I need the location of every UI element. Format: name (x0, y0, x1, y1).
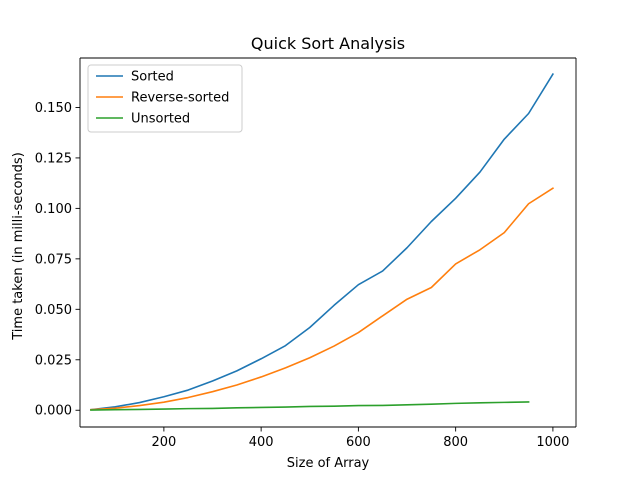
y-tick-label: 0.100 (35, 202, 72, 217)
x-tick-label: 800 (443, 435, 468, 450)
y-axis-title: Time taken (in milli-seconds) (11, 152, 26, 341)
y-tick-label: 0.125 (35, 151, 72, 166)
y-tick-label: 0.050 (35, 303, 72, 318)
x-tick-label: 400 (249, 435, 274, 450)
series-line-reverse-sorted (90, 187, 555, 411)
legend-label: Unsorted (131, 112, 190, 127)
series-layer (90, 73, 555, 411)
x-tick-label: 600 (346, 435, 371, 450)
y-tick-label: 0.025 (35, 353, 72, 368)
legend-label: Sorted (131, 70, 174, 85)
axes-layer: 200 400 600 800 1000 0.000 0.025 0.050 0.075 0.10… (35, 57, 577, 450)
y-tick-label: 0.150 (35, 101, 72, 116)
legend: Sorted Reverse-sorted Unsorted (87, 64, 243, 133)
x-tick-label: 1000 (536, 435, 569, 450)
series-line-unsorted (90, 401, 530, 411)
chart-title: Quick Sort Analysis (251, 34, 405, 53)
legend-label: Reverse-sorted (131, 91, 229, 106)
x-axis-title: Size of Array (287, 456, 370, 471)
y-tick-label: 0.000 (35, 404, 72, 419)
y-tick-label: 0.075 (35, 252, 72, 267)
legend-box (87, 64, 243, 133)
series-line-sorted (90, 73, 555, 411)
x-tick-label: 200 (151, 435, 176, 450)
